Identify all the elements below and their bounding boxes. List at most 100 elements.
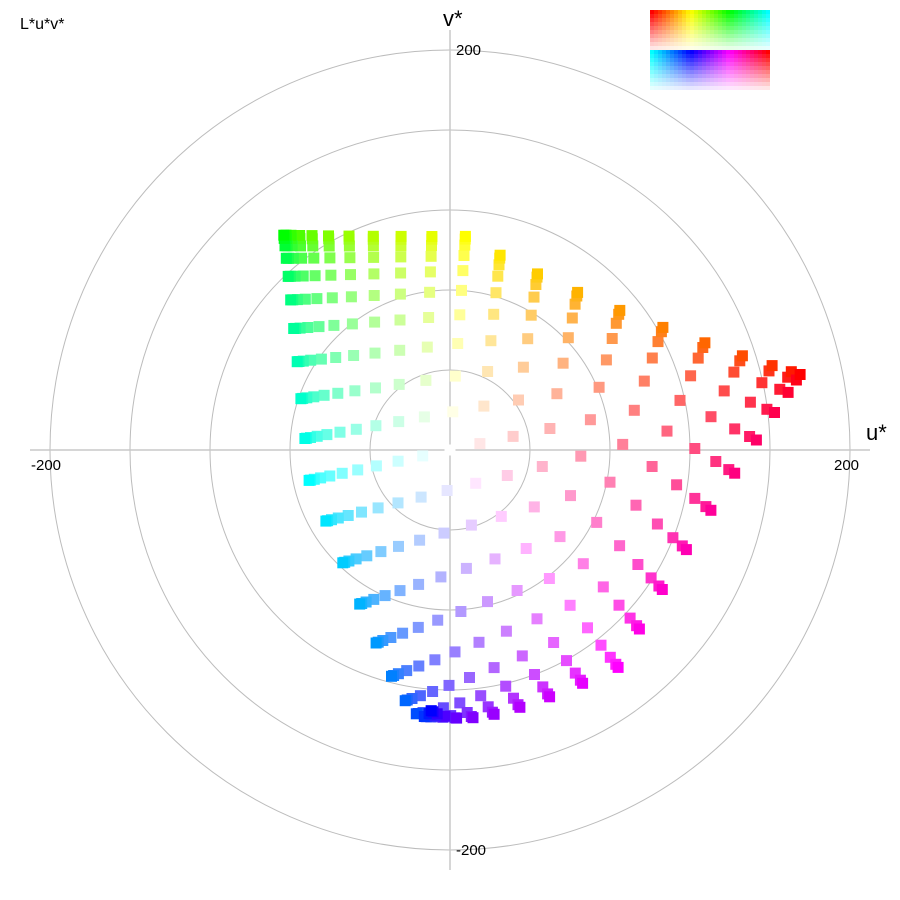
legend-cell [650,18,654,22]
color-point [595,639,607,651]
legend-cell [670,66,674,70]
color-point [489,553,501,565]
legend-cell [710,58,714,62]
legend-cell [754,70,758,74]
legend-cell [742,86,746,90]
legend-cell [654,14,658,18]
color-point [705,411,717,423]
color-point [613,599,625,611]
legend-cell [682,82,686,86]
legend-cell [714,50,718,54]
legend-cell [746,58,750,62]
legend-cell [742,14,746,18]
legend-cell [658,54,662,58]
legend-cell [662,70,666,74]
legend-cell [754,62,758,66]
legend-cell [666,30,670,34]
color-point [302,322,314,333]
color-point [423,312,435,323]
legend-cell [702,70,706,74]
legend-cell [706,42,710,46]
legend-cell [730,34,734,38]
legend-cell [702,78,706,82]
legend-cell [718,46,722,50]
legend-cell [670,14,674,18]
legend-cell [734,14,738,18]
color-point [425,705,437,717]
color-point [415,491,427,503]
legend-cell [738,26,742,30]
color-point [699,337,711,349]
legend-cell [674,18,678,22]
legend-cell [758,34,762,38]
color-point [729,423,741,435]
legend-cell [726,50,730,54]
legend-cell [674,10,678,14]
legend-cell [678,54,682,58]
legend-cell [674,66,678,70]
legend-cell [758,74,762,78]
legend-cell [746,78,750,82]
color-point [323,230,334,242]
legend-cell [738,38,742,42]
legend-cell [726,70,730,74]
legend-cell [762,58,766,62]
legend-cell [686,22,690,26]
legend-cell [658,50,662,54]
legend-cell [718,26,722,30]
legend-cell [698,62,702,66]
legend-cell [662,22,666,26]
legend-cell [666,18,670,22]
legend-cell [650,42,654,46]
legend-cell [742,18,746,22]
legend-cell [734,54,738,58]
color-point [393,416,405,428]
legend-cell [710,14,714,18]
color-point [368,251,380,263]
legend-cell [754,22,758,26]
color-point [492,270,504,282]
legend-cell [702,58,706,62]
legend-cell [662,14,666,18]
legend-cell [730,82,734,86]
legend-cell [666,54,670,58]
legend-cell [650,34,654,38]
legend-cell [694,74,698,78]
color-point [369,316,381,328]
color-point [370,637,382,649]
legend-cell [698,42,702,46]
legend-cell [698,10,702,14]
legend-cell [742,82,746,86]
color-point [464,672,475,683]
color-point [397,627,409,639]
legend-cell [750,74,754,78]
color-point [494,249,506,261]
legend-cell [722,46,726,50]
legend-cell [726,62,730,66]
legend-cell [670,38,674,42]
color-point [657,321,669,333]
color-point [782,386,794,398]
legend-cell [698,50,702,54]
legend-cell [742,30,746,34]
legend-cell [694,82,698,86]
color-point [345,269,356,281]
legend-cell [742,74,746,78]
legend-cell [722,30,726,34]
color-point [412,621,424,633]
legend-cell [758,46,762,50]
color-point [680,544,692,556]
legend-cell [742,42,746,46]
legend-cell [706,62,710,66]
legend-cell [702,46,706,50]
color-point [689,443,701,454]
legend-cell [678,82,682,86]
legend-cell [682,62,686,66]
legend-cell [722,66,726,70]
legend-cell [694,66,698,70]
legend-cell [730,18,734,22]
color-point [305,354,317,366]
legend-cell [738,18,742,22]
color-point [689,492,701,504]
legend-cell [666,22,670,26]
